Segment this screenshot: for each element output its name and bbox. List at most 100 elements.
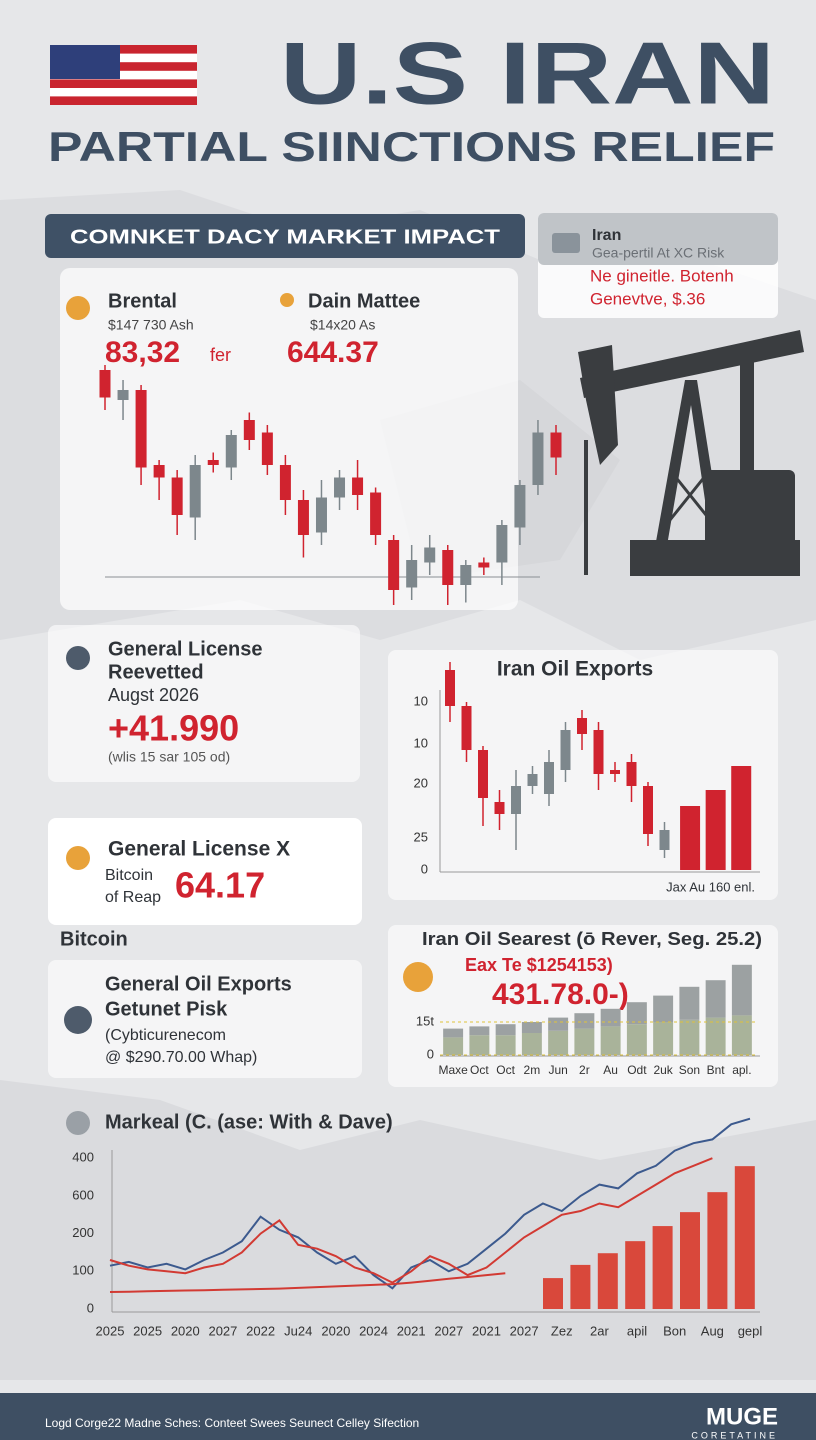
card-title: General Oil Exports [105,973,292,995]
candle-body [532,432,544,485]
line-series [109,1272,506,1293]
bar [543,1278,563,1309]
bar-segment [731,964,752,1016]
card-date: Augst 2026 [108,685,199,705]
candle-body [496,525,508,563]
candle-body [560,730,571,770]
coin-icon [66,646,90,670]
flag-stripe [50,96,197,105]
bar [731,766,752,870]
coin-icon [66,846,90,870]
line-series [109,1117,751,1290]
bar-segment [443,1037,464,1055]
candle-body [261,432,273,465]
bar [734,1166,755,1309]
x-tick-label: 2uk [653,1063,673,1077]
x-tick-label: 2ar [590,1323,609,1338]
bar-segment [679,1019,700,1055]
x-tick-label: apl. [732,1063,751,1077]
bar-segment [469,1026,490,1036]
flag-canton [50,45,120,79]
ticker-name: Dain Mattee [308,290,420,312]
y-tick-label: 0 [427,1046,434,1061]
candle-body [514,485,526,528]
candle-body [511,786,521,814]
pump-engine [705,470,795,550]
x-tick-label: 2024 [359,1323,388,1338]
candle-body [550,432,562,458]
candle-body [334,477,346,498]
pump-base [630,540,800,576]
x-tick-label: Jun [548,1063,567,1077]
candle-body [117,390,129,400]
chart-title: Markeal (C. (ase: With & Dave) [105,1111,393,1133]
coin-icon [66,296,90,320]
risk-title: Iran [592,227,621,244]
candle-body [478,562,490,568]
section-heading: Bitcoin [60,928,128,950]
risk-line: Ne gineitle. Botenh [590,266,734,285]
ticker-card [60,268,518,610]
x-tick-label: 2020 [321,1323,350,1338]
flag-stripe [50,45,197,54]
x-tick-label: 2027 [434,1323,463,1338]
bar-segment [548,1017,569,1031]
risk-subtitle: Gea-pertil At XC Risk [592,245,725,261]
chart-subtitle: Eax Te $1254153) [465,955,613,975]
y-tick-label: 0 [421,861,428,876]
ticker-value: 644.37 [287,336,379,369]
x-tick-label: Zez [551,1323,573,1338]
pump-pitman [740,360,754,480]
icon [552,233,580,253]
risk-line: Genevtve, $.36 [590,289,705,308]
card-title: Reevetted [108,661,204,683]
bar-segment [495,1024,516,1036]
x-tick-label: apil [627,1323,647,1338]
x-axis-label: Jax Au 160 enl. [666,879,755,894]
y-tick-label: 0 [87,1300,94,1315]
x-tick-label: Son [679,1063,700,1077]
bar-segment [574,1028,595,1055]
card-note: @ $290.70.00 Whap) [105,1049,257,1066]
line-series [109,1157,713,1284]
x-tick-label: Oct [470,1063,489,1077]
y-tick-label: 100 [72,1263,94,1278]
card-title: General License [108,638,263,660]
bar-segment [548,1030,569,1055]
x-tick-label: 2022 [246,1323,275,1338]
flag [50,45,197,105]
candle-body [478,750,488,798]
candle-body [527,774,538,786]
bar-segment [679,986,700,1020]
bar [597,1253,618,1309]
candle-body [593,730,604,774]
candle-body [577,718,587,734]
bar-segment [626,1024,647,1055]
candle-body [643,786,653,834]
x-tick-label: 2021 [397,1323,426,1338]
chart-annotation: 431.78.0-) [492,978,629,1011]
coin-icon [64,1006,92,1034]
card-note: (wlis 15 sar 105 od) [108,749,230,765]
coin-icon [403,962,433,992]
candle-body [99,370,111,398]
bar-segment [600,1008,621,1027]
x-tick-label: Maxe [438,1063,468,1077]
x-tick-label: gepl [738,1323,763,1338]
candle-body [610,770,620,774]
candle-body [406,560,418,588]
bar-segment [521,1033,542,1055]
pump-derrick [650,380,728,575]
x-tick-label: 2m [524,1063,541,1077]
oil-card [48,960,362,1078]
bar [652,1226,673,1309]
ticker-sub: $14x20 As [310,317,375,333]
bar-segment [731,1015,752,1055]
bar [680,1212,700,1309]
bar [705,790,726,870]
y-tick-label: 25 [414,829,428,844]
candle-body [207,460,219,465]
oil-pump [578,330,804,576]
bar-segment [495,1035,516,1055]
x-tick-label: Aug [701,1323,724,1338]
